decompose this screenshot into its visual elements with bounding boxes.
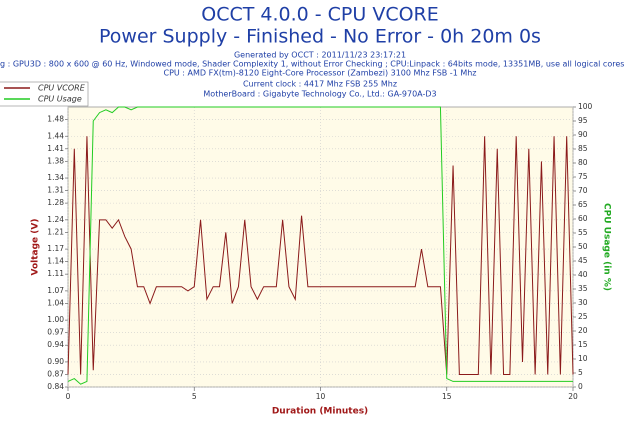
chart-subtitle: Power Supply - Finished - No Error - 0h … bbox=[99, 26, 541, 48]
y-tick-label: 0.94 bbox=[47, 340, 64, 349]
y-tick-label: 1.28 bbox=[47, 198, 64, 207]
x-tick-label: 20 bbox=[568, 392, 578, 401]
y2-tick-label: 95 bbox=[578, 116, 588, 125]
y-tick-label: 1.21 bbox=[47, 227, 64, 236]
y-tick-label: 1.31 bbox=[47, 186, 64, 195]
y-tick-label: 1.38 bbox=[47, 156, 64, 165]
series-lines bbox=[67, 106, 574, 385]
y2-tick-label: 90 bbox=[578, 130, 588, 139]
legend-label: CPU Usage bbox=[38, 95, 82, 104]
legend-label: CPU VCORE bbox=[38, 84, 86, 93]
x-tick-label: 0 bbox=[66, 392, 71, 401]
y-tick-label: 1.24 bbox=[47, 215, 64, 224]
series-line bbox=[67, 136, 574, 375]
y2-tick-label: 5 bbox=[578, 368, 583, 377]
x-tick-label: 15 bbox=[442, 392, 452, 401]
y2-tick-label: 75 bbox=[578, 172, 588, 181]
plot-area bbox=[67, 106, 574, 388]
y-tick-label: 0.97 bbox=[47, 328, 64, 337]
y-tick-label: 1.11 bbox=[47, 269, 64, 278]
chart-title: OCCT 4.0.0 - CPU VCORE bbox=[201, 4, 439, 26]
y2-tick-label: 20 bbox=[578, 326, 588, 335]
legend-box bbox=[0, 81, 89, 107]
y2-tick-label: 85 bbox=[578, 144, 588, 153]
y2-tick-label: 25 bbox=[578, 312, 588, 321]
y-tick-label: 1.17 bbox=[47, 244, 64, 253]
y2-tick-label: 35 bbox=[578, 284, 588, 293]
legend: CPU VCORE CPU Usage bbox=[0, 81, 89, 107]
info-line: CPU : AMD FX(tm)-8120 Eight-Core Process… bbox=[163, 69, 476, 78]
y2-tick-label: 55 bbox=[578, 228, 588, 237]
y-axis-label: Voltage (V) bbox=[31, 219, 41, 276]
y-tick-label: 1.00 bbox=[47, 315, 64, 324]
info-line: g : GPU3D : 800 x 600 @ 60 Hz, Windowed … bbox=[0, 60, 624, 69]
y-tick-label: 1.34 bbox=[47, 173, 64, 182]
x-tick-label: 5 bbox=[192, 392, 197, 401]
y2-tick-label: 10 bbox=[578, 354, 588, 363]
x-axis-label: Duration (Minutes) bbox=[272, 407, 368, 417]
info-line: Current clock : 4417 Mhz FSB 255 Mhz bbox=[243, 80, 397, 89]
y2-axis-label: CPU Usage (in %) bbox=[602, 203, 612, 291]
y2-tick-label: 80 bbox=[578, 158, 588, 167]
y2-tick-label: 15 bbox=[578, 340, 588, 349]
y2-tick-label: 60 bbox=[578, 214, 588, 223]
series-line bbox=[67, 106, 573, 385]
y-tick-label: 0.84 bbox=[47, 382, 64, 391]
y2-tick-label: 100 bbox=[578, 102, 593, 111]
info-line: Generated by OCCT : 2011/11/23 23:17:21 bbox=[234, 51, 406, 60]
y-tick-label: 1.48 bbox=[47, 115, 64, 124]
y2-tick-label: 0 bbox=[578, 382, 583, 391]
info-line: MotherBoard : Gigabyte Technology Co., L… bbox=[203, 90, 436, 99]
y2-tick-label: 50 bbox=[578, 242, 588, 251]
y-tick-label: 1.07 bbox=[47, 286, 64, 295]
y-tick-label: 1.04 bbox=[47, 298, 64, 307]
y2-tick-label: 30 bbox=[578, 298, 588, 307]
y-tick-label: 1.41 bbox=[47, 144, 64, 153]
x-tick-label: 10 bbox=[316, 392, 326, 401]
y-tick-label: 1.14 bbox=[47, 257, 64, 266]
y2-tick-label: 65 bbox=[578, 200, 588, 209]
y2-tick-label: 40 bbox=[578, 270, 588, 279]
y-tick-label: 0.90 bbox=[47, 357, 64, 366]
y-tick-label: 1.44 bbox=[47, 131, 64, 140]
y-tick-label: 0.87 bbox=[47, 369, 64, 378]
y2-tick-label: 70 bbox=[578, 186, 588, 195]
y2-tick-label: 45 bbox=[578, 256, 588, 265]
grid: 0.84 0.87 0.90 0.94 0.97 1.00 1.04 1.07 1.11 1.14… bbox=[47, 102, 592, 401]
